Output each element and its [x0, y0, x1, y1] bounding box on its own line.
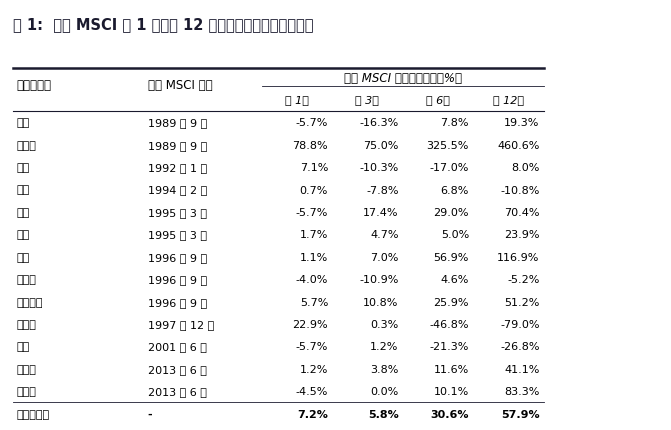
Text: 俄罗斯: 俄罗斯: [17, 319, 37, 329]
Text: 7.1%: 7.1%: [300, 163, 328, 173]
Text: -: -: [148, 408, 152, 419]
Text: 70.4%: 70.4%: [504, 207, 539, 218]
Text: 7.2%: 7.2%: [297, 408, 328, 419]
Text: 5.7%: 5.7%: [300, 297, 328, 307]
Text: 1996 年 9 月: 1996 年 9 月: [148, 274, 207, 285]
Text: 1996 年 9 月: 1996 年 9 月: [148, 252, 207, 262]
Text: 1997 年 12 月: 1997 年 12 月: [148, 319, 214, 329]
Text: 57.9%: 57.9%: [501, 408, 539, 419]
Text: 8.0%: 8.0%: [511, 163, 539, 173]
Text: 1.1%: 1.1%: [300, 252, 328, 262]
Text: -4.5%: -4.5%: [296, 386, 328, 396]
Text: 后 3月: 后 3月: [356, 95, 379, 105]
Text: -16.3%: -16.3%: [360, 118, 399, 128]
Text: 1995 年 3 月: 1995 年 3 月: [148, 230, 207, 240]
Text: 78.8%: 78.8%: [293, 140, 328, 150]
Text: 匈牙利: 匈牙利: [17, 274, 37, 285]
Text: -79.0%: -79.0%: [500, 319, 539, 329]
Text: 325.5%: 325.5%: [427, 140, 469, 150]
Text: 22.9%: 22.9%: [293, 319, 328, 329]
Text: 中国台湾: 中国台湾: [17, 297, 43, 307]
Text: 2013 年 6 月: 2013 年 6 月: [148, 386, 207, 396]
Text: 3.8%: 3.8%: [370, 364, 399, 374]
Text: 1994 年 2 月: 1994 年 2 月: [148, 185, 207, 195]
Text: 17.4%: 17.4%: [363, 207, 399, 218]
Text: 波兰: 波兰: [17, 207, 30, 218]
Text: 460.6%: 460.6%: [497, 140, 539, 150]
Text: 0.0%: 0.0%: [370, 386, 399, 396]
Text: 2001 年 6 月: 2001 年 6 月: [148, 341, 207, 352]
Text: 1.7%: 1.7%: [300, 230, 328, 240]
Text: 7.0%: 7.0%: [370, 252, 399, 262]
Text: -5.7%: -5.7%: [296, 207, 328, 218]
Text: 印度: 印度: [17, 185, 30, 195]
Text: 11.6%: 11.6%: [433, 364, 469, 374]
Text: 19.3%: 19.3%: [504, 118, 539, 128]
Text: 1.2%: 1.2%: [370, 341, 399, 352]
Text: 0.3%: 0.3%: [370, 319, 399, 329]
Text: 南非: 南非: [17, 230, 30, 240]
Text: 1992 年 1 月: 1992 年 1 月: [148, 163, 207, 173]
Text: 后 6月: 后 6月: [426, 95, 450, 105]
Text: -4.0%: -4.0%: [296, 274, 328, 285]
Text: 埃及: 埃及: [17, 341, 30, 352]
Text: 1989 年 9 月: 1989 年 9 月: [148, 118, 207, 128]
Text: 捷克: 捷克: [17, 252, 30, 262]
Text: -10.8%: -10.8%: [500, 185, 539, 195]
Text: 23.9%: 23.9%: [504, 230, 539, 240]
Text: 阿联酋: 阿联酋: [17, 386, 37, 396]
Text: -10.3%: -10.3%: [360, 163, 399, 173]
Text: 4.6%: 4.6%: [441, 274, 469, 285]
Text: 56.9%: 56.9%: [433, 252, 469, 262]
Text: 卡塔尔: 卡塔尔: [17, 364, 37, 374]
Text: 29.0%: 29.0%: [433, 207, 469, 218]
Text: 加入 MSCI 后股市收益率（%）: 加入 MSCI 后股市收益率（%）: [344, 72, 462, 85]
Text: 土耳其: 土耳其: [17, 140, 37, 150]
Text: 10.8%: 10.8%: [363, 297, 399, 307]
Text: 加入 MSCI 时间: 加入 MSCI 时间: [148, 79, 212, 92]
Text: 116.9%: 116.9%: [497, 252, 539, 262]
Text: 1989 年 9 月: 1989 年 9 月: [148, 140, 207, 150]
Text: -10.9%: -10.9%: [359, 274, 399, 285]
Text: 7.8%: 7.8%: [441, 118, 469, 128]
Text: 41.1%: 41.1%: [504, 364, 539, 374]
Text: 表 1:  纳入 MSCI 后 1 个月至 12 个月的中期股市收益率表现: 表 1: 纳入 MSCI 后 1 个月至 12 个月的中期股市收益率表现: [13, 17, 314, 32]
Text: 1.2%: 1.2%: [300, 364, 328, 374]
Text: -26.8%: -26.8%: [500, 341, 539, 352]
Text: 5.0%: 5.0%: [441, 230, 469, 240]
Text: 国家和地区: 国家和地区: [17, 79, 52, 92]
Text: -5.7%: -5.7%: [296, 118, 328, 128]
Text: 0.7%: 0.7%: [300, 185, 328, 195]
Text: -46.8%: -46.8%: [429, 319, 469, 329]
Text: 1996 年 9 月: 1996 年 9 月: [148, 297, 207, 307]
Text: 5.8%: 5.8%: [368, 408, 399, 419]
Text: 后 12月: 后 12月: [493, 95, 524, 105]
Text: 4.7%: 4.7%: [370, 230, 399, 240]
Text: 1995 年 3 月: 1995 年 3 月: [148, 207, 207, 218]
Text: -17.0%: -17.0%: [429, 163, 469, 173]
Text: -5.2%: -5.2%: [507, 274, 539, 285]
Text: 6.8%: 6.8%: [441, 185, 469, 195]
Text: 10.1%: 10.1%: [433, 386, 469, 396]
Text: 83.3%: 83.3%: [504, 386, 539, 396]
Text: 印尼: 印尼: [17, 118, 30, 128]
Text: -7.8%: -7.8%: [366, 185, 399, 195]
Text: 30.6%: 30.6%: [431, 408, 469, 419]
Text: 25.9%: 25.9%: [433, 297, 469, 307]
Text: 75.0%: 75.0%: [363, 140, 399, 150]
Text: 韩国: 韩国: [17, 163, 30, 173]
Text: -21.3%: -21.3%: [429, 341, 469, 352]
Text: 51.2%: 51.2%: [504, 297, 539, 307]
Text: 2013 年 6 月: 2013 年 6 月: [148, 364, 207, 374]
Text: 后 1月: 后 1月: [285, 95, 309, 105]
Text: -5.7%: -5.7%: [296, 341, 328, 352]
Text: 平均收益率: 平均收益率: [17, 408, 50, 419]
